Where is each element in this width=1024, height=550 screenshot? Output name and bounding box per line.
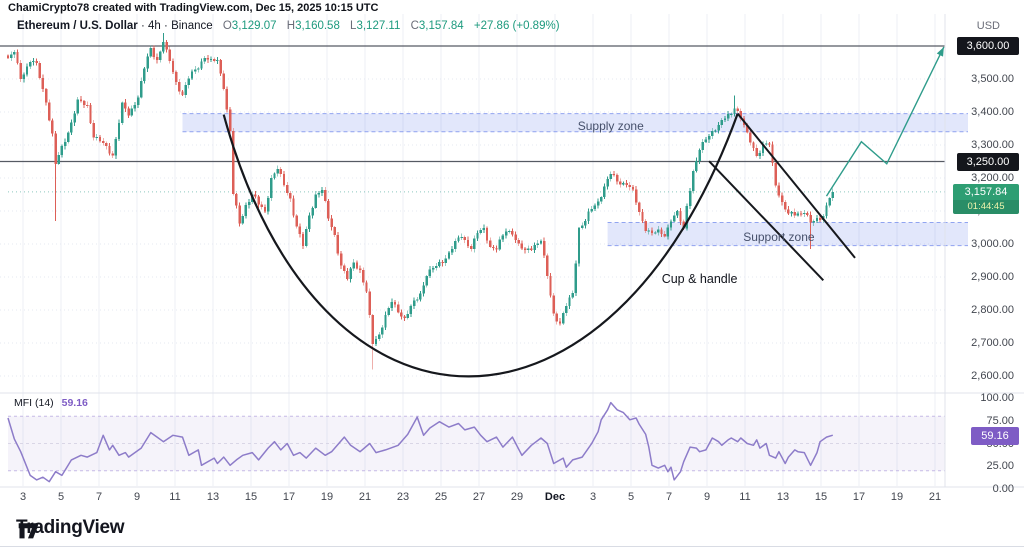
mfi-pane (7, 401, 945, 483)
cup-and-handle-label[interactable]: Cup & handle (661, 272, 738, 287)
indicator-legend[interactable]: MFI (14) 59.16 (14, 397, 88, 409)
time-tick-label: 25 (434, 491, 448, 503)
price-tick-label: 3,200.00 (971, 172, 1014, 184)
time-tick-label: 11 (169, 491, 181, 503)
indicator-params: (14) (35, 397, 54, 409)
price-tick-label: 2,600.00 (971, 370, 1014, 382)
high-value: 3,160.58 (295, 20, 340, 32)
price-axis-currency: USD (976, 20, 1000, 32)
close-key: C (410, 20, 419, 32)
price-tick-label: 2,900.00 (971, 271, 1014, 283)
time-tick-label: 17 (282, 491, 296, 503)
last-price-label: 3,157.84 01:44:45 (953, 183, 1019, 214)
bottom-divider (0, 546, 1024, 547)
last-price-value: 3,157.84 (964, 185, 1008, 198)
price-tick-label: 2,800.00 (971, 304, 1014, 316)
price-tick-label: 3,500.00 (971, 73, 1014, 85)
tradingview-logo-icon (18, 523, 39, 539)
attribution-text: ChamiCrypto78 created with TradingView.c… (8, 2, 379, 14)
time-tick-label: 21 (928, 491, 942, 503)
time-tick-label: 17 (852, 491, 866, 503)
time-tick-label: 5 (627, 491, 635, 503)
time-tick-label: 29 (510, 491, 524, 503)
high-key: H (286, 20, 296, 32)
mfi-tick-label: 0.00 (992, 483, 1014, 495)
time-tick-label: 11 (739, 491, 751, 503)
open-value: 3,129.07 (231, 20, 277, 32)
tradingview-logo[interactable]: TradingView (16, 517, 125, 539)
mfi-value-label: 59.16 (971, 427, 1019, 446)
price-tick-label: 2,700.00 (971, 337, 1014, 349)
time-tick-label: 27 (472, 491, 486, 503)
supply-zone (182, 113, 968, 133)
projection-arrow (825, 46, 945, 197)
close-value: 3,157.84 (418, 20, 464, 32)
time-tick-label: 15 (244, 491, 258, 503)
supply-zone-label[interactable]: Supply zone (577, 118, 644, 133)
support-zone-label[interactable]: Support zone (743, 229, 815, 244)
price-line-label-3250: 3,250.00 (957, 152, 1019, 171)
time-tick-label: 21 (358, 491, 372, 503)
price-tick-label: 3,300.00 (971, 139, 1014, 151)
time-tick-label: 7 (95, 491, 103, 503)
legend-separator: · (140, 20, 145, 32)
low-value: 3,127.11 (356, 20, 401, 32)
time-tick-label: 19 (890, 491, 904, 503)
time-tick-label: 19 (320, 491, 334, 503)
time-tick-label: 3 (19, 491, 27, 503)
time-tick-label: 23 (396, 491, 410, 503)
support-zone (607, 222, 968, 247)
time-tick-label: 9 (703, 491, 711, 503)
indicator-name: MFI (14, 397, 33, 409)
low-key: L (350, 20, 357, 32)
time-tick-label: 9 (133, 491, 141, 503)
time-tick-label: 13 (206, 491, 220, 503)
open-key: O (222, 20, 232, 32)
mfi-line (7, 401, 834, 483)
price-tick-label: 3,400.00 (971, 106, 1014, 118)
legend-separator: · (164, 20, 168, 32)
time-tick-label: 7 (665, 491, 673, 503)
exchange-label: Binance (171, 20, 213, 32)
projection-arrowhead (936, 46, 944, 57)
symbol-name: Ethereum / U.S. Dollar (17, 20, 138, 32)
interval-label: 4h (148, 20, 161, 32)
tradingview-logo-text: TradingView (16, 517, 125, 538)
cup-and-handle-annotation (222, 113, 856, 378)
time-tick-label: 15 (814, 491, 828, 503)
symbol-legend[interactable]: Ethereum / U.S. Dollar · 4h · Binance O3… (17, 20, 560, 32)
time-tick-label: 13 (776, 491, 790, 503)
candles (6, 32, 835, 370)
time-tick-label: 5 (57, 491, 65, 503)
indicator-value: 59.16 (61, 397, 88, 409)
mfi-tick-label: 100.00 (980, 392, 1014, 404)
bar-countdown: 01:44:45 (953, 199, 1019, 214)
mfi-tick-label: 75.00 (986, 414, 1014, 427)
price-line-label-3600: 3,600.00 (957, 37, 1019, 55)
time-tick-label: Dec (544, 491, 566, 503)
change-value: +27.86 (+0.89%) (473, 20, 560, 32)
price-tick-label: 3,000.00 (971, 238, 1014, 250)
mfi-tick-label: 25.00 (986, 460, 1014, 473)
grid-lines (0, 14, 945, 486)
time-tick-label: 3 (589, 491, 597, 503)
